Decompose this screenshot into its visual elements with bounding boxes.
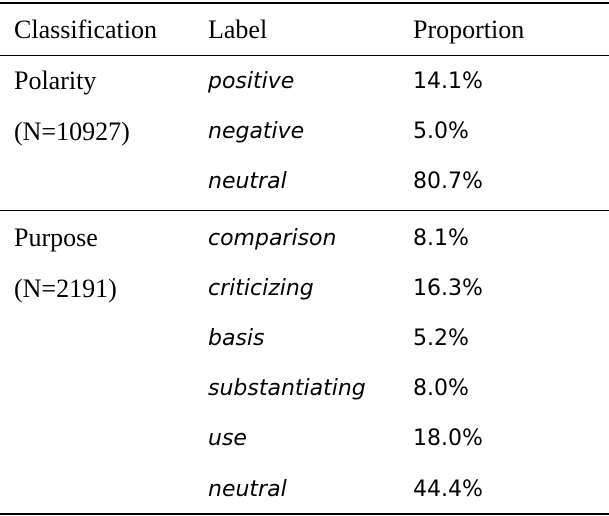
row-label: neutral	[208, 477, 287, 502]
group-purpose-name: Purpose	[14, 223, 98, 252]
group-polarity-name: Polarity	[14, 66, 97, 95]
row-proportion: 80.7%	[413, 169, 483, 194]
header-proportion: Proportion	[413, 15, 525, 44]
row-proportion: 18.0%	[413, 426, 483, 451]
bottom-rule	[0, 513, 609, 515]
row-label: use	[208, 426, 247, 451]
row-label: comparison	[208, 226, 337, 251]
row-label: criticizing	[208, 276, 314, 301]
row-proportion: 5.0%	[413, 119, 469, 144]
row-proportion: 14.1%	[413, 69, 483, 94]
row-label: neutral	[208, 169, 287, 194]
group-purpose-count: (N=2191)	[14, 274, 117, 303]
header-label: Label	[208, 15, 268, 44]
row-label: basis	[208, 326, 265, 351]
row-proportion: 16.3%	[413, 276, 483, 301]
header-classification: Classification	[14, 15, 157, 44]
row-proportion: 8.0%	[413, 376, 469, 401]
header-rule	[0, 55, 609, 56]
row-proportion: 8.1%	[413, 226, 469, 251]
row-proportion: 5.2%	[413, 326, 469, 351]
row-label: negative	[208, 119, 305, 144]
row-label: substantiating	[208, 376, 366, 401]
row-label: positive	[208, 69, 295, 94]
group-separator-rule	[0, 210, 609, 211]
group-polarity-count: (N=10927)	[14, 117, 130, 146]
row-proportion: 44.4%	[413, 477, 483, 502]
top-rule	[0, 2, 609, 4]
